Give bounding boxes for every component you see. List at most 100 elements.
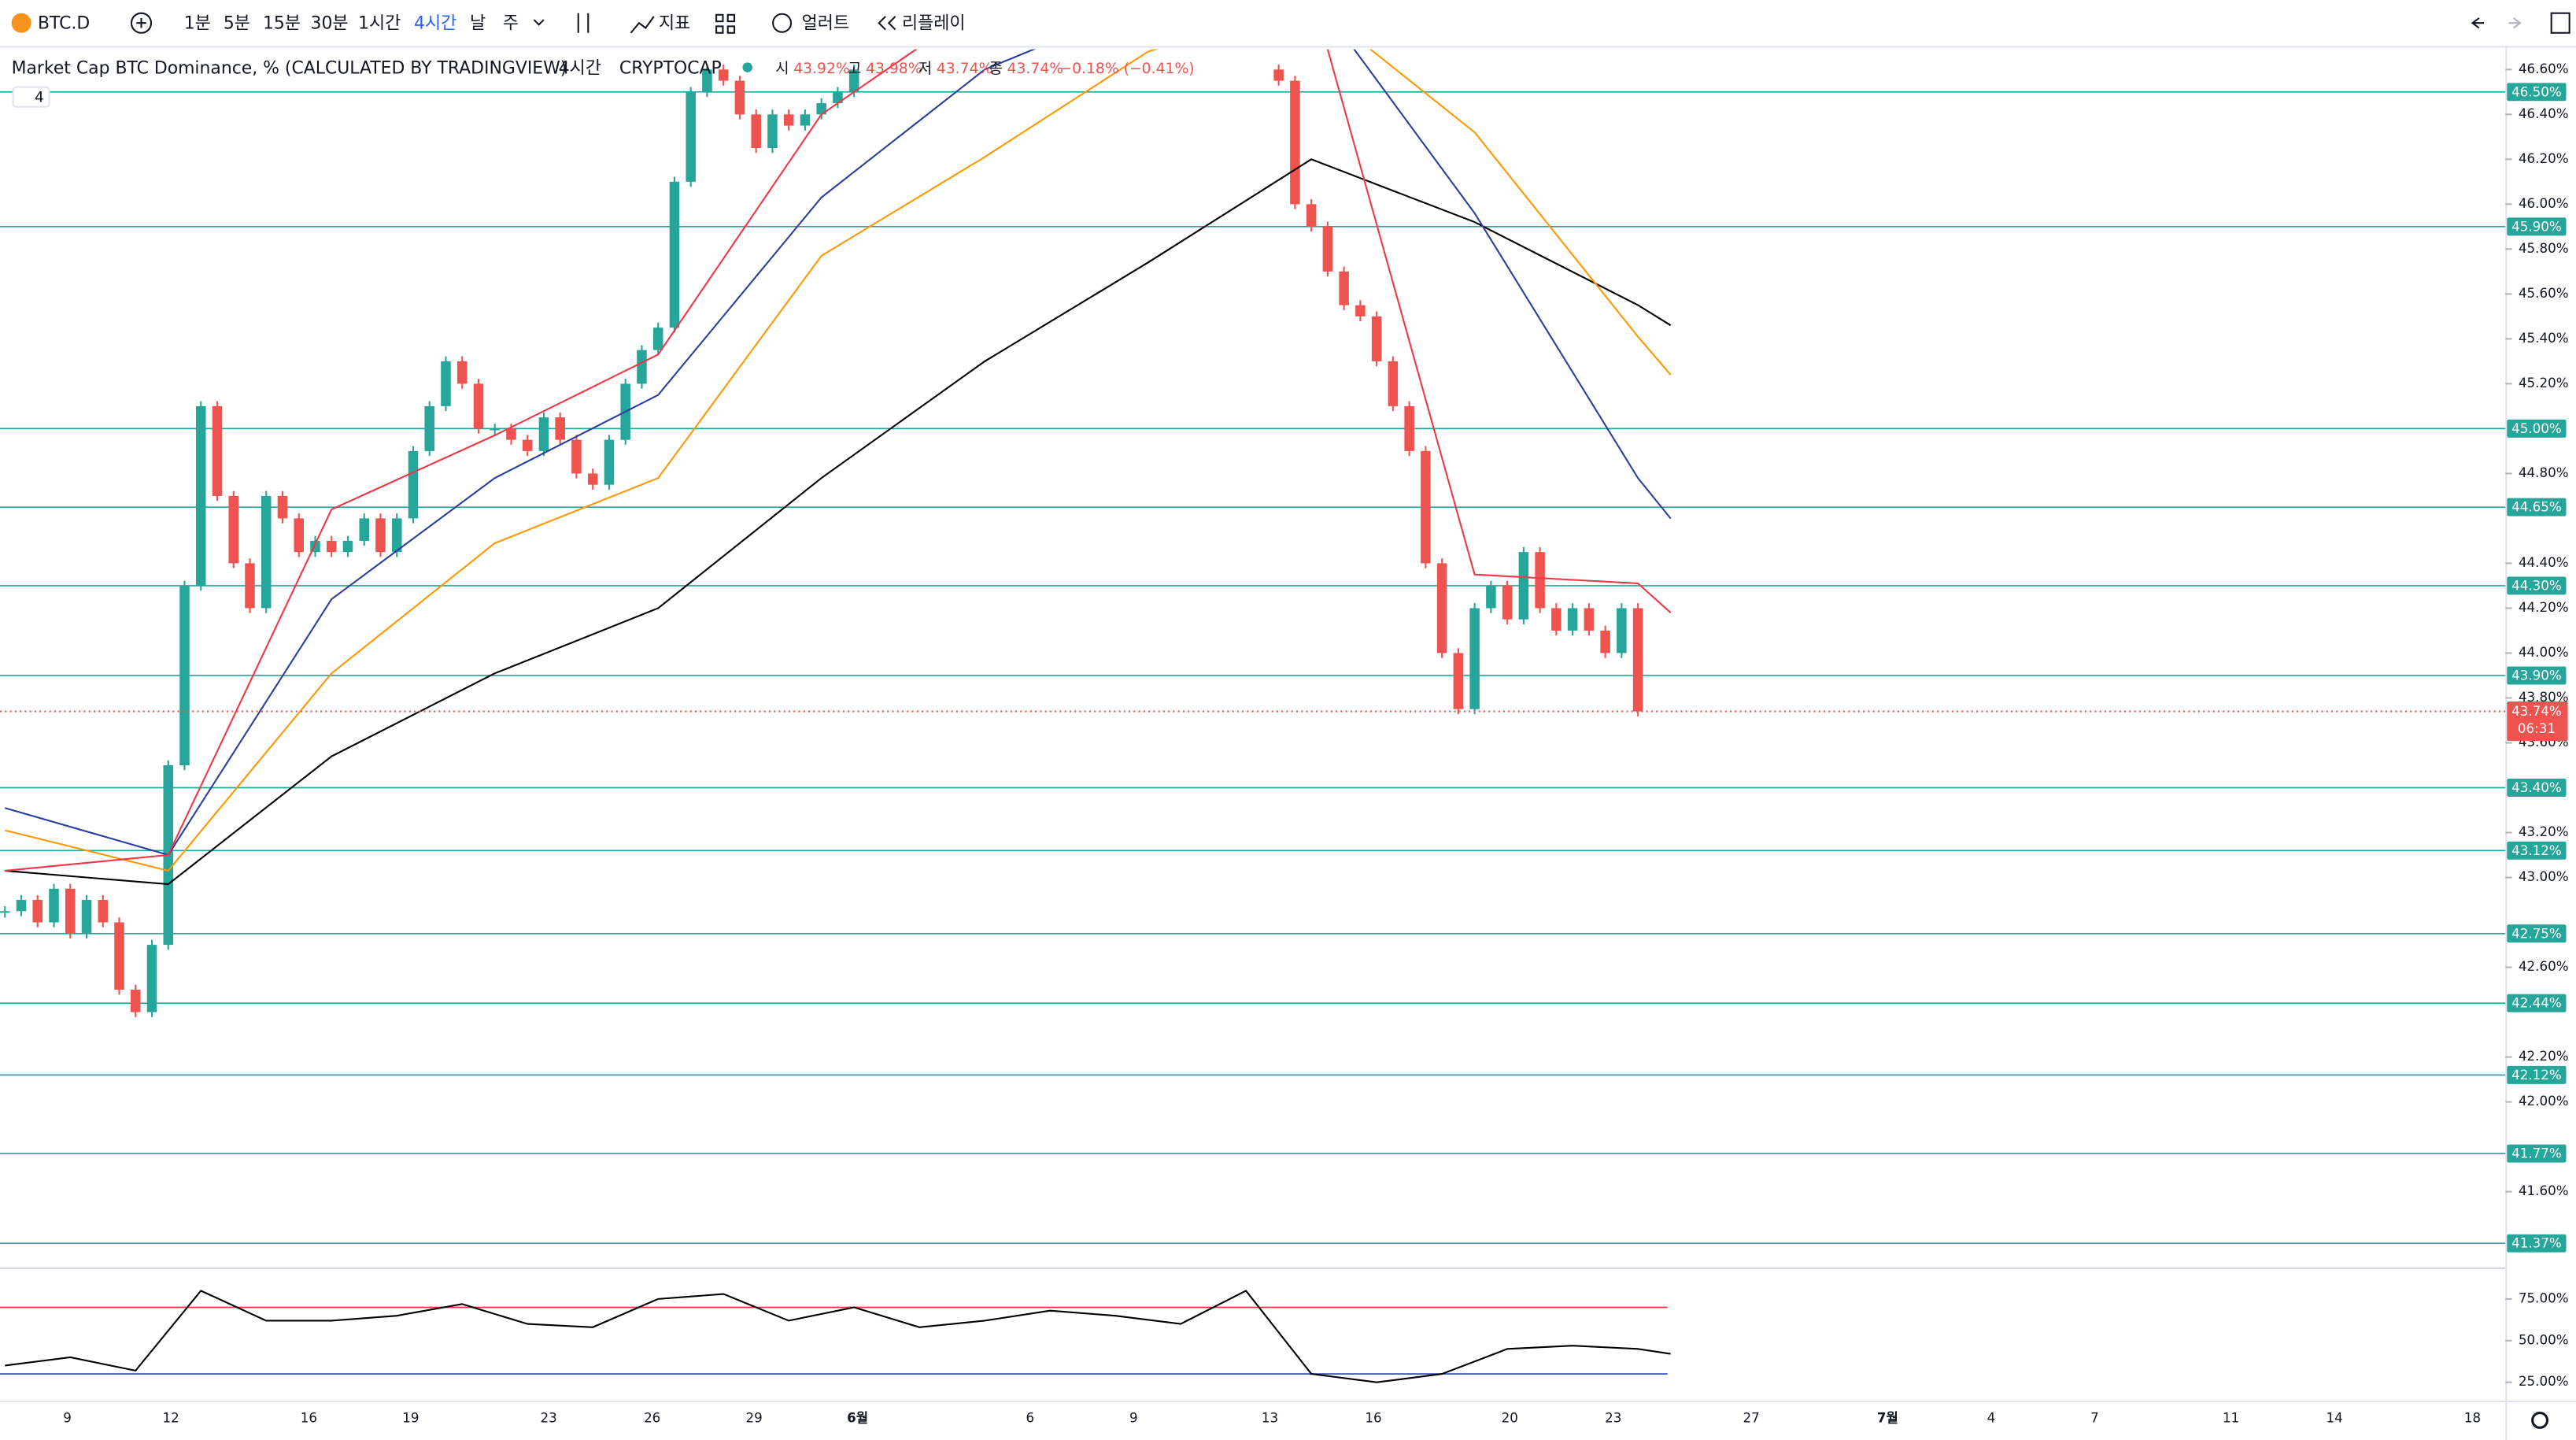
price-tick-label: 45.20% bbox=[2519, 375, 2569, 391]
candle bbox=[1322, 226, 1333, 272]
price-tick-label: 44.80% bbox=[2519, 465, 2569, 480]
indicators-icon[interactable] bbox=[630, 16, 655, 34]
rsi-tick-label: 25.00% bbox=[2519, 1373, 2569, 1389]
legend-exchange: CRYPTOCAP bbox=[619, 59, 722, 79]
fullscreen[interactable] bbox=[2550, 12, 2570, 34]
candle bbox=[522, 439, 533, 451]
interval-menu[interactable] bbox=[533, 19, 545, 26]
interval-button[interactable]: 1시간 bbox=[358, 13, 401, 33]
ohlc-label: 종 bbox=[989, 61, 1003, 77]
interval-button[interactable]: 주 bbox=[503, 13, 519, 33]
redo[interactable] bbox=[2508, 17, 2522, 29]
bar-countdown: 06:31 bbox=[2518, 720, 2556, 736]
interval-button[interactable]: 5분 bbox=[224, 13, 250, 33]
candle bbox=[261, 495, 272, 609]
alert-button[interactable]: 얼러트 bbox=[802, 13, 849, 33]
candle bbox=[1421, 450, 1431, 564]
interval-button[interactable]: 15분 bbox=[263, 13, 301, 33]
candle bbox=[16, 900, 27, 912]
time-label: 9 bbox=[1129, 1409, 1138, 1425]
candle bbox=[734, 80, 745, 115]
candle bbox=[32, 900, 43, 923]
candle bbox=[1404, 405, 1414, 451]
interval-button[interactable]: 30분 bbox=[311, 13, 349, 33]
level-label: 41.77% bbox=[2511, 1146, 2562, 1161]
settings[interactable] bbox=[2531, 1411, 2549, 1429]
level-label: 42.44% bbox=[2511, 995, 2562, 1011]
candle bbox=[1600, 630, 1610, 653]
level-label: 42.75% bbox=[2511, 925, 2562, 941]
candle bbox=[146, 945, 157, 1012]
time-label: 23 bbox=[1605, 1409, 1621, 1425]
candle bbox=[1371, 316, 1382, 361]
candle bbox=[1388, 361, 1399, 406]
indicator-toggle[interactable] bbox=[12, 86, 50, 108]
undo[interactable] bbox=[2471, 17, 2485, 29]
level-label-bg bbox=[2507, 779, 2567, 797]
layout-icon bbox=[715, 25, 724, 34]
candle bbox=[538, 417, 549, 451]
time-label: 12 bbox=[162, 1409, 179, 1425]
candle bbox=[1518, 552, 1529, 620]
candle bbox=[441, 361, 451, 406]
candle bbox=[637, 350, 647, 384]
price-tick-label: 44.40% bbox=[2519, 554, 2569, 570]
level-label-bg bbox=[2507, 666, 2567, 685]
level-label-bg bbox=[2507, 994, 2567, 1012]
moving-average bbox=[5, 49, 1672, 872]
series-title[interactable]: Market Cap BTC Dominance, % (CALCULATED … bbox=[12, 59, 567, 79]
alert-icon[interactable] bbox=[772, 13, 793, 33]
layout-icon[interactable] bbox=[715, 13, 724, 23]
level-label-bg bbox=[2507, 83, 2567, 102]
candle bbox=[571, 439, 582, 474]
candle bbox=[800, 114, 811, 126]
time-label: 16 bbox=[1365, 1409, 1381, 1425]
candle bbox=[1273, 69, 1284, 81]
indicators-button[interactable]: 지표 bbox=[659, 13, 690, 33]
legend-interval: 4시간 bbox=[559, 59, 601, 79]
interval-button[interactable]: 1분 bbox=[184, 13, 211, 33]
time-label: 6월 bbox=[847, 1409, 868, 1425]
interval-button[interactable]: 4시간 bbox=[414, 13, 456, 33]
time-label: 9 bbox=[63, 1409, 72, 1425]
moving-average bbox=[5, 49, 1672, 872]
replay-icon[interactable] bbox=[878, 16, 896, 31]
time-label: 7월 bbox=[1877, 1409, 1898, 1425]
candle bbox=[1453, 653, 1464, 709]
price-tick-label: 43.00% bbox=[2519, 868, 2569, 884]
chart-type-icon[interactable] bbox=[577, 13, 589, 33]
market-status[interactable] bbox=[742, 62, 753, 72]
candle bbox=[375, 518, 386, 553]
symbol-icon[interactable] bbox=[11, 13, 31, 33]
time-label: 18 bbox=[2464, 1409, 2481, 1425]
time-label: 6 bbox=[1026, 1409, 1034, 1425]
level-label: 45.90% bbox=[2511, 218, 2562, 234]
candle bbox=[294, 518, 304, 553]
candle bbox=[783, 114, 794, 126]
interval-button[interactable]: 날 bbox=[470, 13, 486, 33]
add-symbol[interactable] bbox=[130, 12, 153, 34]
ohlc-label: 고 bbox=[848, 61, 861, 77]
level-label-bg bbox=[2507, 1234, 2567, 1253]
time-label: 26 bbox=[644, 1409, 660, 1425]
price-tick-label: 46.20% bbox=[2519, 150, 2569, 166]
candle bbox=[179, 585, 190, 765]
price-tick-label: 42.60% bbox=[2519, 958, 2569, 974]
price-tick-label: 42.20% bbox=[2519, 1048, 2569, 1064]
candle bbox=[1584, 608, 1595, 631]
indicator-count: 4 bbox=[35, 90, 44, 106]
layout-icon bbox=[726, 25, 736, 34]
time-label: 7 bbox=[2090, 1409, 2099, 1425]
symbol[interactable]: BTC.D bbox=[38, 13, 90, 33]
ohlc-value: 43.98% bbox=[866, 61, 922, 77]
last-price-bg bbox=[2507, 701, 2568, 742]
candle bbox=[456, 361, 468, 384]
candle bbox=[391, 518, 402, 553]
level-label-bg bbox=[2507, 841, 2567, 860]
price-tick-label: 41.60% bbox=[2519, 1183, 2569, 1198]
replay-button[interactable]: 리플레이 bbox=[902, 13, 966, 33]
candle bbox=[1632, 608, 1643, 712]
layout-icon bbox=[726, 13, 736, 23]
price-tick-label: 43.80% bbox=[2519, 689, 2569, 705]
moving-average bbox=[5, 158, 1672, 886]
